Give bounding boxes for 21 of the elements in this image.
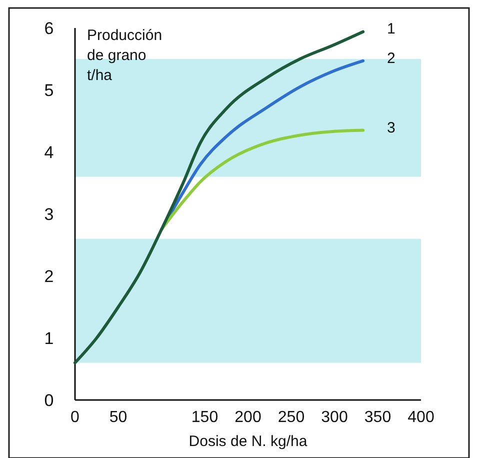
x-tick-label: 250 (278, 409, 305, 426)
x-tick-label: 0 (70, 409, 80, 426)
y-tick-label: 0 (44, 390, 54, 410)
y-tick-label: 3 (44, 204, 54, 224)
y-tick-label: 1 (44, 328, 54, 348)
x-tick-label: 200 (234, 409, 262, 426)
series-label: 1 (387, 20, 396, 38)
y-tick-label: 5 (44, 80, 54, 100)
x-tick-label: 400 (408, 409, 434, 426)
x-tick-label: 50 (109, 409, 128, 426)
x-tick-label: 350 (364, 409, 392, 426)
x-tick-label: 150 (191, 409, 218, 426)
series-label: 3 (387, 119, 396, 136)
x-axis-title: Dosis de N. kg/ha (188, 433, 308, 450)
y-tick-label: 4 (44, 142, 54, 162)
y-axis-title: Producción de grano t/ha (87, 27, 162, 84)
y-tick-label: 6 (44, 18, 54, 38)
y-tick-label: 2 (44, 266, 54, 286)
x-tick-label: 300 (321, 409, 348, 426)
series-label: 2 (387, 50, 396, 67)
line-series (74, 30, 365, 364)
